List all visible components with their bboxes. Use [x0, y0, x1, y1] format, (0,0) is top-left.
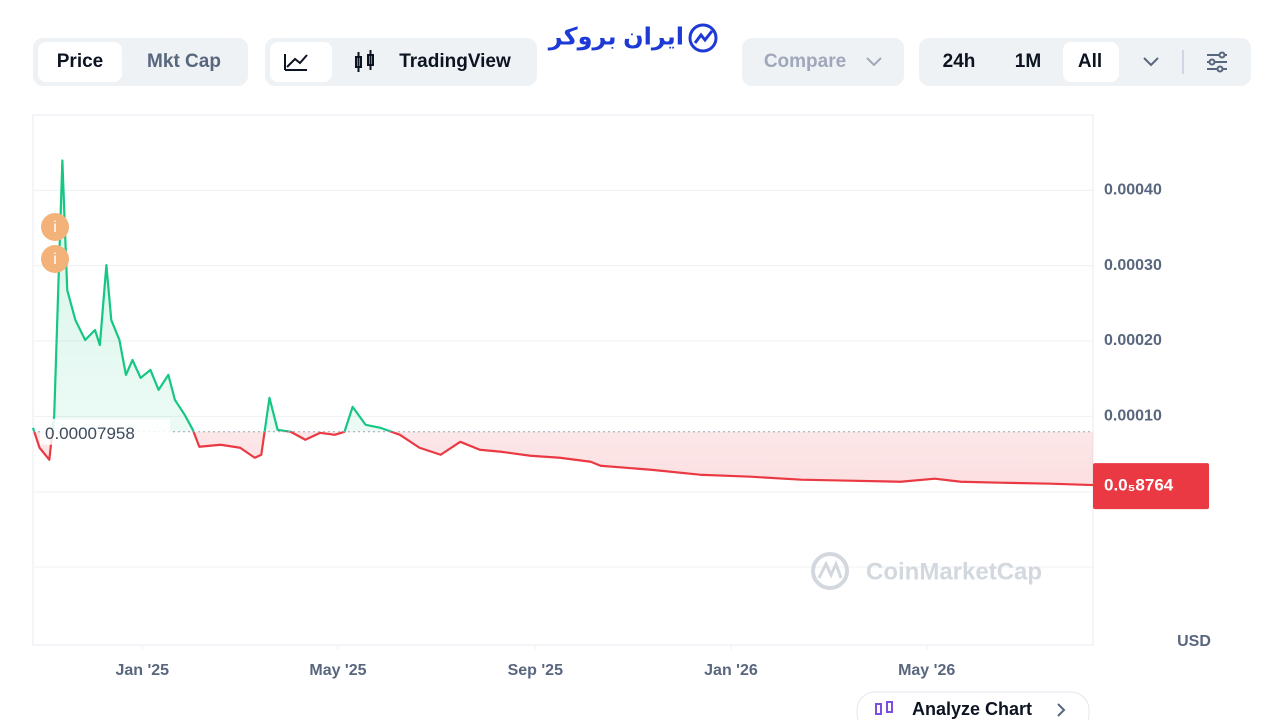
tab[interactable]: Price [57, 51, 103, 72]
event-marker[interactable] [41, 245, 69, 273]
line-icon [286, 54, 308, 68]
y-tick-label: 0.00030 [1104, 257, 1162, 274]
range-dropdown[interactable] [1143, 57, 1159, 67]
watermark-text: CoinMarketCap [866, 558, 1042, 585]
current-price-label: 0.0₅8764 [1104, 476, 1174, 495]
reference-label-bg [40, 418, 170, 445]
logo[interactable]: ایران بروکر [548, 23, 718, 53]
event-icon: i [53, 219, 57, 236]
settings-button[interactable] [1207, 51, 1227, 73]
currency-label: USD [1177, 633, 1211, 650]
y-tick-label: 0.00020 [1104, 332, 1162, 349]
compare-button[interactable] [742, 38, 904, 86]
analyze-button[interactable] [856, 691, 1090, 720]
reference-label: 0.00007958 [45, 424, 135, 443]
analyze-label: Analyze Chart [912, 699, 1032, 719]
view-group [265, 38, 537, 86]
range-button[interactable]: All [1078, 51, 1102, 72]
price-area [33, 160, 1093, 486]
x-tick-label: May '25 [309, 662, 366, 679]
y-tick-label: 0.00040 [1104, 182, 1162, 199]
price-line [31, 159, 1094, 487]
range-button[interactable]: 24h [943, 51, 976, 72]
compare-label: Compare [764, 51, 846, 72]
current-price-tag [1093, 463, 1209, 510]
tradingview-button[interactable]: TradingView [399, 51, 511, 72]
x-tick-label: Jan '26 [704, 662, 758, 679]
logo-icon [693, 30, 714, 44]
x-tick-label: Jan '25 [115, 662, 169, 679]
logo-text: ایران بروکر [548, 23, 684, 50]
logo-icon [688, 23, 718, 53]
event-marker[interactable] [41, 213, 69, 241]
analyze-icon [875, 701, 893, 715]
tab-active [38, 42, 122, 82]
chevron [1057, 703, 1066, 717]
y-tick-label: 0.00010 [1104, 408, 1162, 425]
x-tick-label: Sep '25 [508, 662, 563, 679]
watermark: CoinMarketCap [811, 552, 1042, 590]
x-tick-label: May '26 [898, 662, 955, 679]
range-button[interactable]: 1M [1015, 51, 1041, 72]
event-icon: i [53, 251, 57, 268]
candle-icon [355, 50, 374, 72]
plot-frame [32, 114, 1094, 646]
tab[interactable]: Mkt Cap [147, 51, 221, 72]
chevron [866, 57, 882, 67]
range-active [1063, 42, 1119, 82]
